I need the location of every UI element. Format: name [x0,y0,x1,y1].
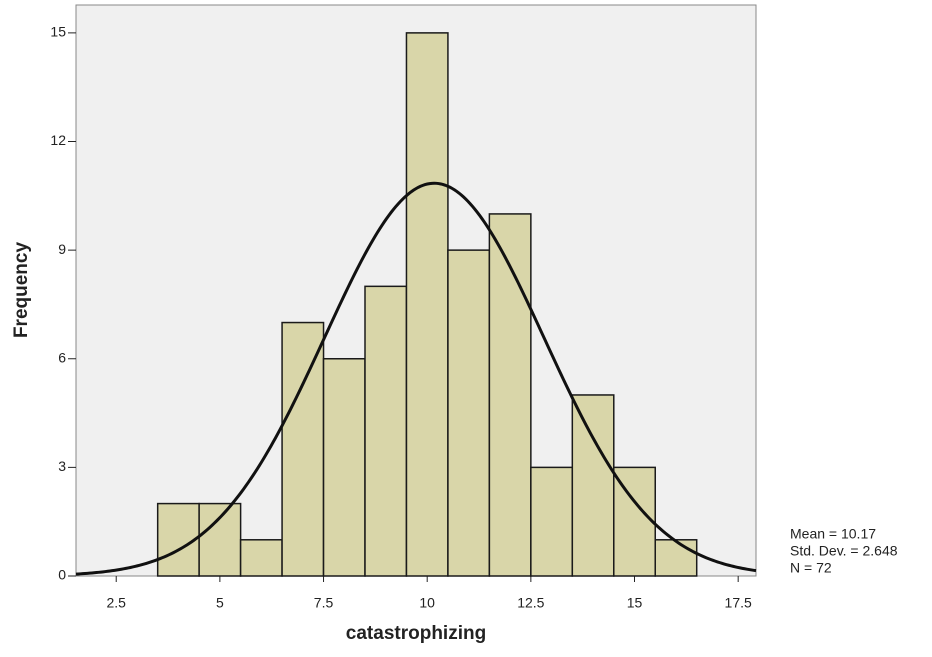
bar [654,539,698,577]
bar [364,285,408,577]
normal-curve [75,181,757,576]
bar [571,394,615,577]
y-tick-label: 12 [50,132,66,148]
bar [322,358,366,577]
x-tick-label: 15 [627,595,643,611]
y-tick-label: 3 [58,458,66,474]
y-tick-label: 6 [58,349,66,365]
y-tick-label: 9 [58,241,66,257]
y-tick-label: 0 [58,567,66,583]
bar [488,213,532,577]
x-tick-label: 2.5 [106,595,126,611]
x-tick-label: 17.5 [725,595,752,611]
x-tick-label: 7.5 [314,595,334,611]
x-tick-label: 10 [419,595,435,611]
stats-label: N = 72 [790,560,832,576]
bar [198,502,242,577]
y-tick-label: 15 [50,24,66,40]
x-tick-label: 12.5 [517,595,544,611]
x-tick-label: 5 [216,595,224,611]
x-axis-label: catastrophizing [346,623,486,644]
bar [281,321,325,577]
bar [447,249,491,577]
bar [239,539,283,577]
stats-label: Mean = 10.17 [790,526,876,542]
bar [405,32,449,577]
stats-label: Std. Dev. = 2.648 [790,543,898,559]
bar [530,466,574,577]
y-axis-label: Frequency [11,242,32,339]
